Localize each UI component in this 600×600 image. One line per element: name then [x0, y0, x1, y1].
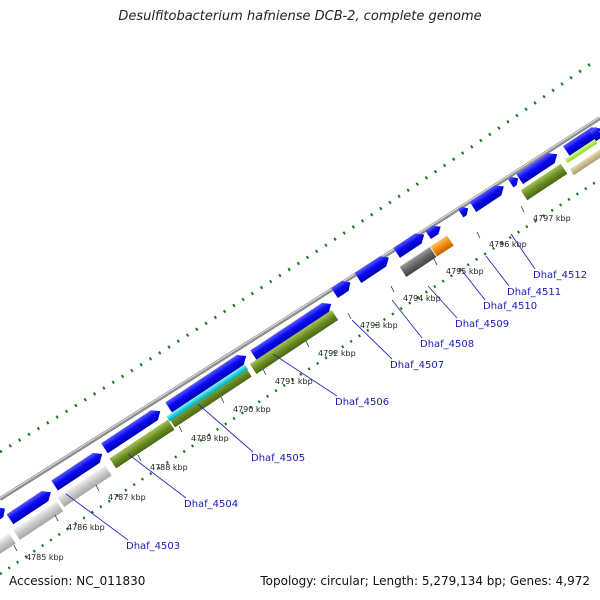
reverse-gene [0, 533, 16, 556]
genome-backbone [0, 116, 600, 501]
kbp-tick-label: 4786 kbp [67, 523, 105, 532]
reverse-gene [520, 163, 568, 201]
kbp-tick-mark [520, 205, 525, 213]
gene-label-leader [351, 319, 393, 360]
dark-grey-gene [399, 247, 437, 277]
kbp-tick-label: 4791 kbp [275, 377, 313, 386]
reverse-gene [13, 501, 64, 540]
gene-label[interactable]: Dhaf_4504 [184, 499, 238, 510]
light-green-gene [564, 139, 598, 164]
gene-label-leader [485, 255, 510, 287]
forward-cds [393, 233, 425, 258]
gene-labels: Dhaf_4503 Dhaf_4504 Dhaf_4505 Dhaf_4506 Dhaf… [65, 233, 587, 552]
kbp-tick-label: 4787 kbp [108, 493, 146, 502]
forward-cds [425, 225, 441, 240]
reverse-gene [168, 366, 252, 428]
genome-summary-text: Topology: circular; Length: 5,279,134 bp… [260, 574, 590, 588]
gc-dots-outer [0, 58, 597, 454]
kbp-tick-label: 4795 kbp [446, 267, 484, 276]
forward-strand-genes [0, 126, 600, 525]
kbp-tick-mark [476, 231, 481, 239]
gene-label[interactable]: Dhaf_4510 [483, 301, 537, 312]
kbp-ticks: 4785 kbp 4786 kbp 4787 kbp 4788 kbp 4789 kbp… [13, 205, 571, 562]
forward-cds [101, 410, 161, 454]
gene-label[interactable]: Dhaf_4512 [533, 270, 587, 281]
cyan-gene [166, 364, 249, 422]
forward-cds [469, 185, 504, 212]
gene-label-leader [459, 267, 486, 301]
forward-cds [457, 206, 469, 218]
kbp-tick-mark [13, 544, 18, 552]
kbp-tick-label: 4789 kbp [191, 434, 229, 443]
kbp-tick-label: 4793 kbp [360, 321, 398, 330]
orange-gene [430, 235, 454, 257]
gene-label[interactable]: Dhaf_4505 [251, 453, 305, 464]
kbp-tick-label: 4794 kbp [403, 294, 441, 303]
gene-label-leader [272, 353, 338, 397]
kbp-tick-label: 4797 kbp [533, 214, 571, 223]
kbp-tick-label: 4796 kbp [489, 240, 527, 249]
gc-dots-inner [0, 180, 597, 576]
accession-text: Accession: NC_011830 [9, 574, 146, 588]
gene-label[interactable]: Dhaf_4503 [126, 541, 180, 552]
forward-cds [0, 506, 6, 521]
gene-label[interactable]: Dhaf_4509 [455, 319, 509, 330]
kbp-tick-mark [178, 425, 183, 433]
forward-cds [563, 127, 600, 157]
forward-cds [507, 176, 519, 188]
forward-cds [516, 153, 558, 185]
forward-cds [165, 354, 247, 413]
kbp-tick-label: 4785 kbp [26, 553, 64, 562]
forward-cds [250, 302, 332, 361]
kbp-tick-mark [305, 340, 310, 348]
gene-label-leader [65, 493, 129, 541]
reverse-gene [249, 309, 339, 375]
kbp-tick-mark [220, 396, 225, 404]
gene-label-leader [197, 403, 254, 453]
gene-label[interactable]: Dhaf_4506 [335, 397, 389, 408]
gene-label[interactable]: Dhaf_4508 [420, 339, 474, 350]
kbp-tick-label: 4790 kbp [233, 405, 271, 414]
map-title: Desulfitobacterium hafniense DCB-2, comp… [118, 9, 482, 24]
kbp-tick-label: 4792 kbp [318, 349, 356, 358]
kbp-tick-mark [390, 285, 395, 293]
gene-label-leader [510, 233, 536, 270]
gene-label-leader [427, 285, 458, 319]
gene-label-leader [391, 299, 423, 339]
forward-cds [589, 126, 600, 142]
forward-cds [331, 280, 351, 298]
kbp-tick-label: 4788 kbp [150, 463, 188, 472]
kbp-tick-mark [433, 258, 438, 266]
kbp-tick-mark [95, 484, 100, 492]
kbp-tick-mark [347, 312, 352, 320]
forward-cds [51, 452, 103, 491]
forward-cds [354, 256, 389, 283]
reverse-strand-genes [0, 139, 600, 556]
kbp-tick-mark [262, 368, 267, 376]
gene-label[interactable]: Dhaf_4511 [507, 287, 561, 298]
forward-cds [6, 491, 51, 525]
tan-gene [569, 149, 600, 176]
kbp-tick-mark [137, 454, 142, 462]
reverse-gene [57, 465, 112, 508]
gene-label-leader [127, 453, 187, 499]
gene-label[interactable]: Dhaf_4507 [390, 360, 444, 371]
kbp-tick-mark [54, 514, 59, 522]
reverse-gene [109, 419, 175, 469]
